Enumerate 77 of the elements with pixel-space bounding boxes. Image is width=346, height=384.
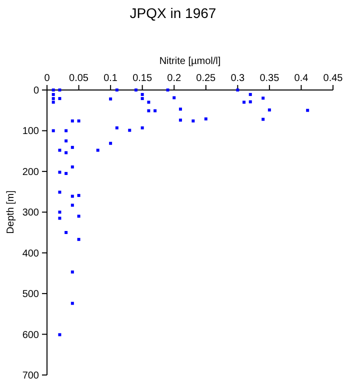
y-tick-label: 500 (22, 289, 40, 300)
point (306, 108, 310, 112)
point (64, 129, 68, 132)
point (262, 118, 265, 121)
point (109, 97, 112, 100)
point (242, 100, 246, 104)
point (70, 194, 74, 198)
point (77, 119, 80, 122)
point (70, 270, 74, 274)
point (52, 97, 55, 100)
point (58, 190, 62, 194)
point (52, 88, 55, 92)
point (248, 92, 252, 96)
x-tick-label: 0.35 (260, 73, 280, 84)
x-tick-label: 0 (44, 73, 50, 84)
x-axis-title: Nitrite [µmol/l] (159, 56, 221, 67)
point (77, 238, 80, 241)
point (70, 146, 74, 149)
point (147, 109, 150, 112)
point (236, 88, 240, 92)
point (77, 214, 80, 218)
point (64, 151, 68, 154)
point (52, 92, 55, 96)
y-tick-label: 600 (22, 330, 40, 341)
y-tick-label: 400 (22, 248, 40, 260)
point (70, 119, 74, 122)
point (64, 139, 68, 142)
x-tick-label: 0.25 (196, 73, 216, 84)
x-tick-label: 0.45 (323, 73, 344, 84)
point (262, 96, 265, 100)
point (134, 88, 138, 92)
point (140, 126, 144, 130)
point (154, 109, 157, 112)
point (58, 333, 62, 336)
point (140, 97, 144, 100)
point (58, 210, 62, 214)
point (70, 204, 74, 207)
x-tick-label: 0.15 (132, 73, 152, 84)
y-axis-title: Depth [m] (6, 190, 16, 234)
point (172, 96, 176, 100)
y-tick-label: 100 (22, 126, 40, 138)
point (166, 88, 170, 92)
point (64, 172, 68, 175)
point (147, 100, 150, 104)
point (192, 119, 195, 122)
point (52, 100, 55, 104)
point (52, 129, 55, 132)
x-tick-label: 0.1 (104, 73, 118, 84)
point (58, 97, 62, 100)
y-tick-label: 700 (22, 370, 40, 382)
y-tick-label: 300 (22, 208, 40, 219)
point (204, 117, 208, 120)
y-tick-label: 200 (22, 166, 40, 178)
point (140, 92, 144, 96)
point (77, 194, 80, 197)
point (64, 231, 68, 234)
x-tick-label: 0.3 (230, 73, 246, 84)
point (70, 165, 74, 168)
point (178, 108, 182, 111)
point (58, 148, 62, 152)
point (115, 126, 118, 130)
point (128, 128, 132, 132)
point (178, 118, 182, 122)
chart-title: JPQX in 1967 (130, 5, 216, 21)
point (96, 148, 100, 152)
point (70, 302, 74, 305)
point (58, 170, 62, 174)
point (268, 108, 271, 112)
x-tick-label: 0.05 (69, 73, 89, 84)
y-tick-label: 0 (33, 86, 40, 96)
x-tick-label: 0.2 (167, 73, 182, 84)
point (109, 142, 112, 145)
x-tick-label: 0.4 (294, 73, 309, 84)
point (58, 216, 62, 220)
point (248, 100, 252, 104)
point (115, 88, 118, 92)
point (58, 88, 62, 92)
